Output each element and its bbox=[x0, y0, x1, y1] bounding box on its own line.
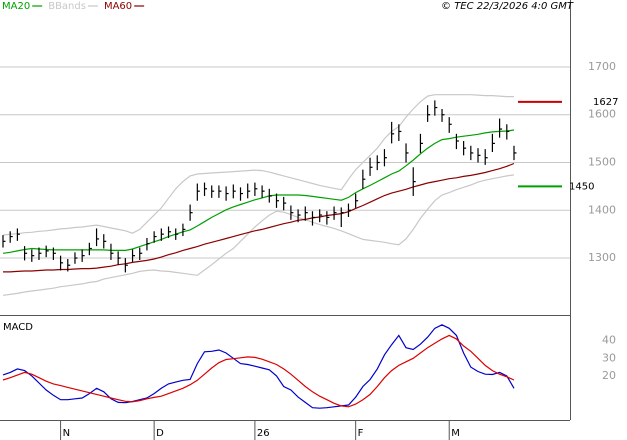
y-tick-label: 30 bbox=[602, 351, 616, 364]
x-tick-label: D bbox=[156, 428, 164, 439]
x-tick-label: F bbox=[358, 428, 364, 439]
x-tick-label: M bbox=[451, 428, 460, 439]
legend-label: BBands bbox=[48, 1, 86, 12]
macd-line bbox=[2, 334, 515, 408]
x-tick-label: 26 bbox=[257, 428, 270, 439]
band-lower bbox=[2, 174, 515, 296]
panel-title: MACD bbox=[3, 322, 33, 333]
macd-line bbox=[2, 324, 515, 409]
y-tick-label: 40 bbox=[602, 334, 616, 347]
y-tick-label: 20 bbox=[602, 369, 616, 382]
y-tick-label: 1400 bbox=[588, 203, 616, 216]
legend-label: MA20 bbox=[2, 1, 30, 12]
y-tick-label: 1300 bbox=[588, 251, 616, 264]
band-upper bbox=[2, 94, 514, 236]
source: © TEC 22/3/2026 4:0 GMT bbox=[441, 1, 574, 12]
legend-label: MA60 bbox=[104, 1, 132, 12]
y-tick-label: 1500 bbox=[588, 156, 616, 169]
level-label: 1627 bbox=[593, 97, 618, 108]
y-tick-label: 1600 bbox=[588, 108, 616, 121]
indicator-line bbox=[3, 162, 515, 273]
x-tick-label: N bbox=[63, 428, 70, 439]
level-label: 1450 bbox=[569, 181, 594, 192]
y-tick-label: 1700 bbox=[588, 60, 616, 73]
indicator-line bbox=[2, 129, 515, 254]
